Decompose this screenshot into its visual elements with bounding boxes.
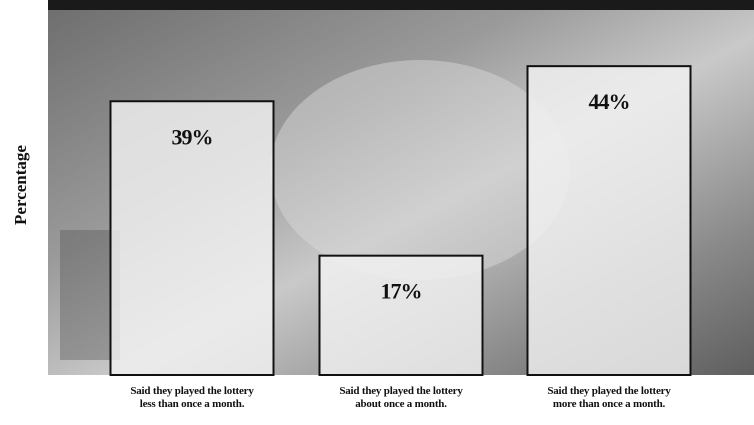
chart-svg: Percentage 39% 17% 44%: [0, 0, 754, 425]
value-label: 17%: [381, 279, 422, 304]
y-axis-label: Percentage: [11, 145, 30, 225]
photo-highlight: [270, 60, 570, 280]
chart: Percentage 39% 17% 44% Said they played th…: [0, 0, 754, 425]
top-strip: [48, 0, 754, 10]
value-label: 39%: [172, 124, 213, 149]
x-tick-label: Said they played the lottery more than o…: [509, 385, 709, 411]
x-tick-label: Said they played the lottery about once …: [301, 385, 501, 411]
x-tick-label: Said they played the lottery less than o…: [92, 385, 292, 411]
bar: [320, 256, 483, 375]
value-label: 44%: [589, 89, 630, 114]
